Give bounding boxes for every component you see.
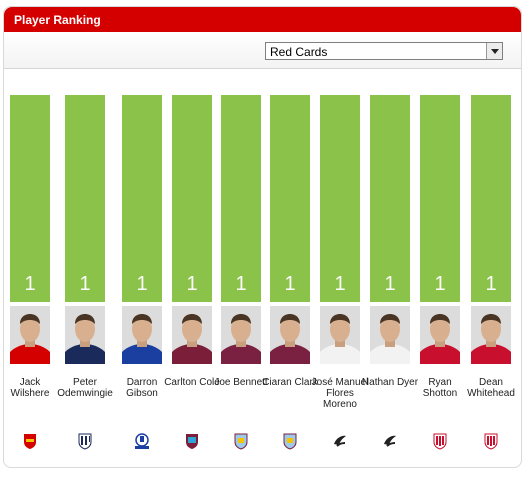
player-name[interactable]: Joe Bennett bbox=[214, 377, 268, 388]
everton-crest-icon[interactable] bbox=[133, 432, 151, 450]
player-bar[interactable]: 1 bbox=[471, 95, 511, 302]
player-count: 1 bbox=[235, 273, 247, 295]
player-name[interactable]: Nathan Dyer bbox=[361, 377, 419, 388]
stoke-crest-icon[interactable] bbox=[431, 432, 449, 450]
player-bar[interactable]: 1 bbox=[65, 95, 105, 302]
aston-villa-crest-icon[interactable] bbox=[281, 432, 299, 450]
player-bar[interactable]: 1 bbox=[172, 95, 212, 302]
player-name[interactable]: José Manuel Flores Moreno bbox=[311, 377, 369, 410]
player-count: 1 bbox=[485, 273, 497, 295]
player-photo[interactable] bbox=[420, 306, 460, 364]
player-bar[interactable]: 1 bbox=[270, 95, 310, 302]
widget-header: Player Ranking bbox=[4, 7, 521, 32]
player-name[interactable]: Peter Odemwingie bbox=[57, 377, 113, 399]
player-bar[interactable]: 1 bbox=[122, 95, 162, 302]
player-count: 1 bbox=[79, 273, 91, 295]
player-count: 1 bbox=[24, 273, 36, 295]
player-count: 1 bbox=[384, 273, 396, 295]
player-photo[interactable] bbox=[370, 306, 410, 364]
player-photo[interactable] bbox=[221, 306, 261, 364]
filter-toolbar: Red Cards bbox=[4, 32, 521, 69]
player-photo[interactable] bbox=[10, 306, 50, 364]
player-photo[interactable] bbox=[65, 306, 105, 364]
player-count: 1 bbox=[284, 273, 296, 295]
widget-title: Player Ranking bbox=[14, 13, 101, 27]
swansea-crest-icon[interactable] bbox=[331, 432, 349, 450]
player-bar[interactable]: 1 bbox=[10, 95, 50, 302]
player-count: 1 bbox=[434, 273, 446, 295]
player-photo[interactable] bbox=[320, 306, 360, 364]
player-bar[interactable]: 1 bbox=[420, 95, 460, 302]
stat-select[interactable]: Red Cards bbox=[265, 42, 503, 60]
player-bar[interactable]: 1 bbox=[370, 95, 410, 302]
player-name[interactable]: Darron Gibson bbox=[126, 377, 158, 399]
player-photo[interactable] bbox=[122, 306, 162, 364]
player-name[interactable]: Carlton Cole bbox=[164, 377, 220, 388]
chevron-down-icon[interactable] bbox=[486, 43, 502, 59]
player-name[interactable]: Jack Wilshere bbox=[10, 377, 50, 399]
player-bar[interactable]: 1 bbox=[320, 95, 360, 302]
player-name[interactable]: Dean Whitehead bbox=[467, 377, 515, 399]
player-photo[interactable] bbox=[172, 306, 212, 364]
player-photo[interactable] bbox=[471, 306, 511, 364]
arsenal-crest-icon[interactable] bbox=[21, 432, 39, 450]
player-ranking-widget: Player Ranking Red Cards 1 Jack Wilshere 1… bbox=[3, 6, 522, 468]
player-name[interactable]: Ryan Shotton bbox=[422, 377, 458, 399]
stat-select-value: Red Cards bbox=[270, 45, 328, 59]
player-count: 1 bbox=[334, 273, 346, 295]
player-name[interactable]: Ciaran Clark bbox=[262, 377, 318, 388]
aston-villa-crest-icon[interactable] bbox=[232, 432, 250, 450]
player-photo[interactable] bbox=[270, 306, 310, 364]
player-count: 1 bbox=[136, 273, 148, 295]
west-ham-crest-icon[interactable] bbox=[183, 432, 201, 450]
west-brom-crest-icon[interactable] bbox=[76, 432, 94, 450]
player-count: 1 bbox=[186, 273, 198, 295]
swansea-crest-icon[interactable] bbox=[381, 432, 399, 450]
player-bar[interactable]: 1 bbox=[221, 95, 261, 302]
stoke-crest-icon[interactable] bbox=[482, 432, 500, 450]
